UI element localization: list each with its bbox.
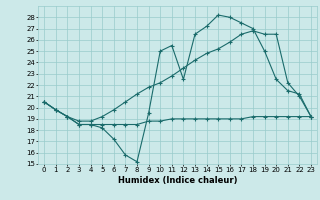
X-axis label: Humidex (Indice chaleur): Humidex (Indice chaleur) [118,176,237,185]
